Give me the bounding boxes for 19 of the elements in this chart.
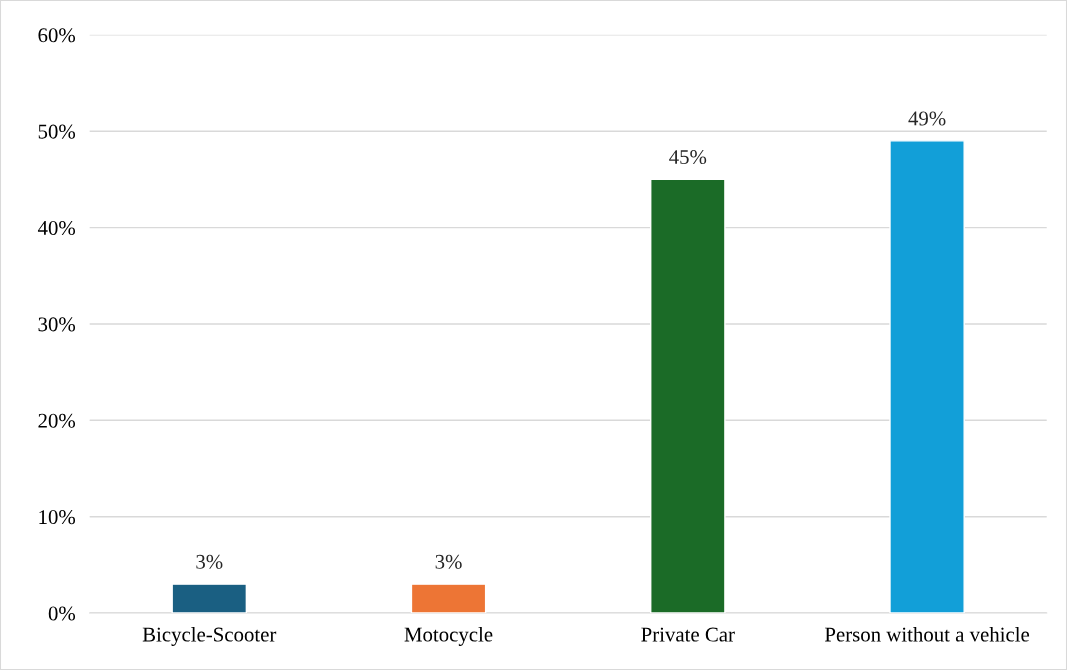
data-label: 45% [669, 149, 707, 165]
y-tick-label: 50% [38, 124, 76, 139]
y-tick-label: 0% [48, 606, 76, 621]
bar [410, 583, 487, 614]
y-tick-label: 10% [39, 510, 76, 525]
bar [650, 178, 726, 614]
bar [889, 140, 965, 614]
y-tick-label: 40% [37, 220, 76, 236]
x-tick-label: Bicycle-Scooter [142, 626, 277, 646]
data-label: 3% [196, 554, 223, 569]
data-label: 3% [435, 554, 462, 569]
bar [171, 583, 248, 614]
y-tick-label: 60% [38, 28, 76, 43]
y-tick-label: 20% [38, 413, 76, 428]
x-tick-label: Private Car [641, 627, 735, 642]
data-label: 49% [908, 111, 946, 126]
y-tick-label: 30% [38, 317, 76, 332]
x-tick-label: Person without a vehicle [824, 626, 1030, 642]
x-tick-label: Motocycle [404, 626, 493, 646]
